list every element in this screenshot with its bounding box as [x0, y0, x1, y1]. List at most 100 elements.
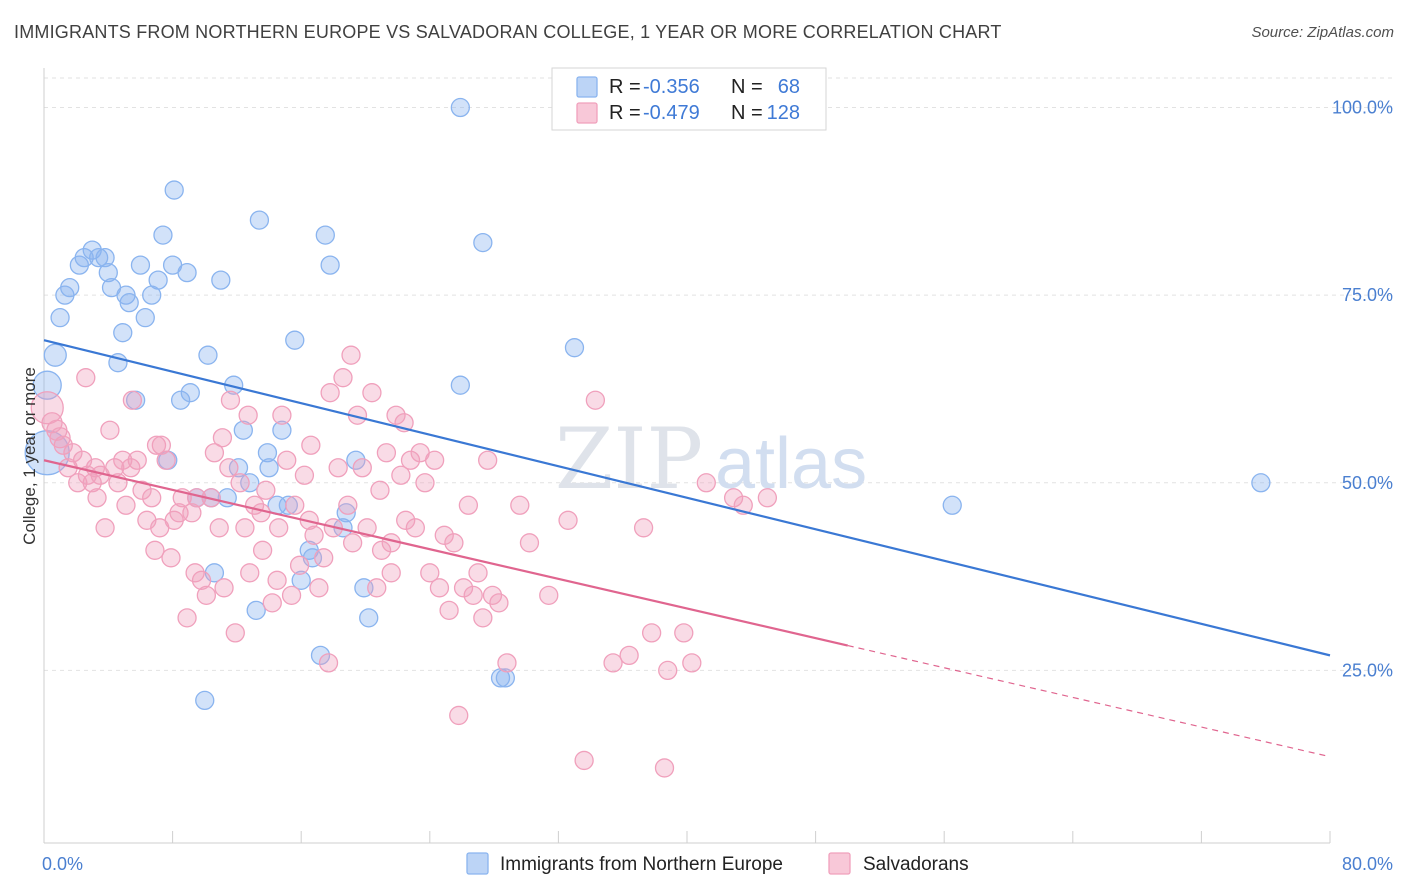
data-point [191, 570, 212, 590]
data-point [98, 262, 118, 283]
data-point [497, 653, 517, 673]
data-point [641, 623, 662, 643]
data-point [352, 458, 372, 478]
data-point [272, 420, 292, 440]
data-point [942, 495, 962, 515]
data-point [198, 345, 218, 365]
data-point [116, 495, 136, 515]
data-point [60, 277, 80, 298]
data-point [196, 585, 217, 605]
chart-title: IMMIGRANTS FROM NORTHERN EUROPE VS SALVA… [14, 22, 1002, 42]
data-point [212, 428, 233, 448]
data-point [633, 518, 654, 538]
watermark-zip: ZIP [555, 410, 703, 508]
data-point [473, 232, 493, 253]
data-point [400, 450, 421, 470]
data-point [262, 593, 282, 613]
data-point [95, 518, 115, 538]
legend-r-label: R = [609, 76, 641, 98]
legend-swatch-salvadorans [576, 102, 598, 124]
data-point [723, 488, 744, 508]
data-point [30, 391, 64, 425]
data-point [289, 555, 310, 575]
series-legend-swatch-northern-europe [466, 852, 489, 875]
data-point [333, 368, 353, 388]
series-legend: Immigrants from Northern Europe Salvador… [466, 852, 969, 875]
data-point [177, 608, 197, 628]
data-point [156, 450, 176, 470]
data-point [87, 488, 107, 508]
data-point [146, 435, 167, 455]
data-point [318, 653, 339, 673]
data-point [696, 473, 716, 493]
data-point [603, 653, 623, 673]
y-tick-label: 50.0% [1342, 473, 1393, 493]
legend-n-value: 68 [778, 76, 800, 98]
data-point [405, 518, 425, 538]
data-point [450, 97, 470, 118]
stats-legend: R = -0.356 N = 68 R = -0.479 N = 128 [551, 67, 827, 131]
data-point [309, 578, 329, 598]
data-point [420, 563, 440, 583]
data-point [95, 247, 115, 268]
y-tick-label: 25.0% [1342, 660, 1393, 680]
data-point [233, 420, 253, 440]
data-point [391, 465, 411, 485]
data-point [314, 548, 334, 568]
legend-box [551, 67, 827, 131]
data-point [177, 262, 197, 283]
data-point [53, 435, 73, 455]
data-point [444, 533, 464, 553]
data-point [342, 533, 363, 553]
data-point [119, 293, 139, 313]
y-tick-labels: 25.0% 50.0% 75.0% 100.0% [1332, 98, 1393, 681]
data-point [482, 585, 503, 605]
data-point [304, 525, 324, 545]
data-point [291, 570, 311, 590]
data-point [182, 503, 202, 523]
data-point [338, 495, 358, 515]
watermark-atlas: atlas [715, 424, 867, 504]
data-point [161, 548, 181, 568]
data-point [142, 488, 162, 508]
data-point [225, 623, 245, 643]
data-point [328, 458, 348, 478]
data-point [32, 370, 62, 400]
data-point [294, 465, 315, 485]
y-tick-label: 100.0% [1332, 98, 1393, 118]
data-point [267, 570, 287, 590]
data-point [346, 450, 366, 470]
data-point [113, 323, 133, 343]
data-point [415, 473, 435, 493]
legend-r-value: -0.356 [643, 76, 700, 98]
data-point [148, 270, 168, 290]
series-northern-europe-points [24, 97, 1271, 711]
data-point [219, 458, 239, 478]
data-point [585, 390, 606, 410]
data-point [574, 750, 594, 771]
data-point [246, 600, 266, 620]
data-point [434, 525, 454, 545]
data-point [204, 443, 225, 463]
data-point [135, 308, 155, 328]
data-point [257, 443, 278, 463]
trend-lines [43, 339, 1331, 758]
data-point [285, 495, 305, 515]
data-point [256, 480, 276, 500]
data-point [473, 608, 493, 628]
data-point [145, 540, 165, 560]
data-point [510, 495, 530, 515]
data-point [336, 503, 356, 523]
data-point [269, 518, 289, 538]
data-point [654, 758, 675, 778]
data-point [68, 473, 88, 493]
data-point [240, 563, 260, 583]
series-legend-label: Immigrants from Northern Europe [500, 854, 783, 875]
source-label: Source: ZipAtlas.com [1251, 24, 1394, 41]
data-point [180, 383, 200, 403]
data-point [122, 390, 143, 410]
data-point [453, 578, 474, 598]
y-tick-label: 75.0% [1342, 285, 1393, 305]
legend-swatch-northern-europe [576, 76, 598, 98]
data-point [341, 345, 361, 365]
